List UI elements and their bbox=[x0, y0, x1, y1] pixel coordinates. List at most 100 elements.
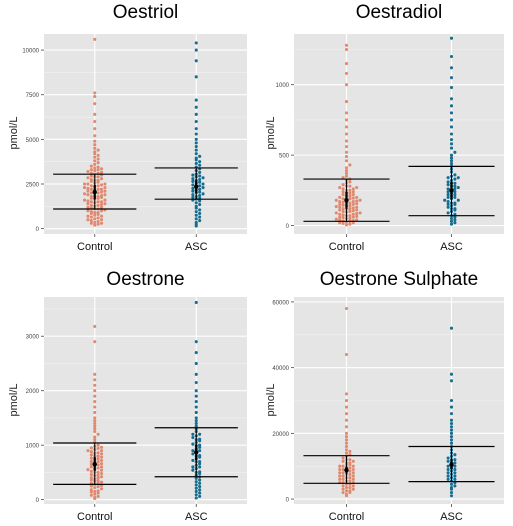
data-point bbox=[89, 484, 93, 488]
data-point bbox=[198, 194, 202, 198]
data-point bbox=[191, 452, 195, 456]
data-point bbox=[191, 179, 195, 183]
data-point bbox=[355, 208, 359, 212]
data-point bbox=[344, 486, 349, 490]
data-point bbox=[351, 190, 355, 194]
data-point bbox=[341, 490, 345, 495]
data-point bbox=[453, 474, 457, 478]
data-point bbox=[96, 457, 100, 461]
data-point bbox=[96, 191, 100, 195]
data-point bbox=[351, 196, 355, 200]
data-point bbox=[446, 195, 450, 199]
data-point bbox=[93, 112, 97, 116]
data-point bbox=[341, 484, 345, 488]
data-point bbox=[351, 471, 355, 475]
data-point bbox=[344, 111, 349, 115]
y-tick-label: 0 bbox=[36, 498, 40, 504]
data-point bbox=[194, 161, 198, 166]
data-point bbox=[96, 432, 100, 436]
data-point bbox=[191, 177, 195, 181]
data-point bbox=[198, 445, 202, 449]
data-point bbox=[194, 156, 198, 160]
data-point bbox=[194, 201, 198, 205]
data-point bbox=[344, 441, 349, 445]
data-point bbox=[194, 148, 198, 152]
data-point bbox=[93, 134, 97, 138]
data-point bbox=[86, 199, 90, 203]
data-point bbox=[96, 476, 100, 480]
data-point bbox=[338, 202, 342, 206]
data-point bbox=[86, 176, 90, 180]
data-point bbox=[449, 111, 454, 115]
data-point bbox=[83, 198, 87, 202]
data-point bbox=[89, 200, 93, 204]
data-point bbox=[93, 492, 97, 496]
y-tick-label: 20000 bbox=[272, 432, 289, 438]
data-point bbox=[100, 455, 104, 459]
data-point bbox=[198, 432, 202, 436]
data-point bbox=[89, 164, 93, 168]
data-point bbox=[86, 214, 90, 218]
chart-panel: Oestrone pmol/L 0 1000 2000 3000 Control ASC bbox=[0, 263, 256, 526]
mean-marker bbox=[344, 197, 349, 203]
data-point bbox=[93, 94, 97, 99]
data-point bbox=[96, 470, 100, 474]
x-tick-label: ASC bbox=[185, 241, 208, 253]
data-point bbox=[191, 195, 195, 199]
data-point bbox=[449, 118, 454, 122]
data-point bbox=[198, 160, 202, 164]
data-point bbox=[93, 486, 97, 490]
data-point bbox=[351, 467, 355, 472]
data-point bbox=[348, 194, 352, 198]
data-point bbox=[100, 183, 104, 187]
data-point bbox=[103, 198, 107, 202]
plot-background bbox=[44, 34, 247, 234]
data-point bbox=[351, 215, 355, 219]
data-point bbox=[89, 187, 93, 191]
data-point bbox=[341, 183, 345, 187]
data-point bbox=[96, 479, 100, 483]
data-point bbox=[96, 165, 100, 169]
data-point bbox=[194, 141, 198, 145]
data-point bbox=[96, 443, 100, 447]
data-point bbox=[341, 207, 345, 211]
data-point bbox=[93, 139, 97, 143]
plot-background bbox=[294, 34, 504, 234]
data-point bbox=[96, 216, 100, 220]
data-point bbox=[96, 168, 100, 172]
data-point bbox=[93, 421, 97, 425]
data-point bbox=[194, 127, 198, 131]
data-point bbox=[344, 171, 349, 175]
data-point bbox=[93, 155, 97, 159]
data-point bbox=[89, 177, 93, 182]
data-point bbox=[93, 372, 97, 376]
data-point bbox=[348, 479, 352, 483]
data-point bbox=[348, 469, 352, 473]
data-point bbox=[351, 202, 355, 206]
data-point bbox=[348, 216, 352, 221]
x-tick-label: Control bbox=[77, 241, 112, 253]
data-point bbox=[348, 222, 352, 226]
data-point bbox=[338, 205, 342, 209]
data-point bbox=[344, 139, 349, 143]
data-point bbox=[191, 435, 195, 440]
data-point bbox=[348, 449, 352, 453]
data-point bbox=[194, 489, 198, 494]
data-point bbox=[351, 187, 355, 191]
data-point bbox=[103, 182, 107, 186]
data-point bbox=[194, 416, 198, 420]
data-point bbox=[89, 476, 93, 480]
data-point bbox=[348, 472, 352, 476]
data-point bbox=[446, 190, 450, 194]
data-point bbox=[358, 198, 362, 202]
data-point bbox=[449, 398, 454, 403]
data-point bbox=[89, 174, 93, 178]
data-point bbox=[96, 178, 100, 182]
data-point bbox=[198, 170, 202, 174]
data-point bbox=[344, 451, 349, 455]
chart-title: Oestrone bbox=[106, 269, 185, 290]
data-point bbox=[191, 183, 195, 187]
data-point bbox=[89, 465, 93, 469]
data-point bbox=[93, 389, 97, 393]
data-point bbox=[194, 144, 198, 149]
